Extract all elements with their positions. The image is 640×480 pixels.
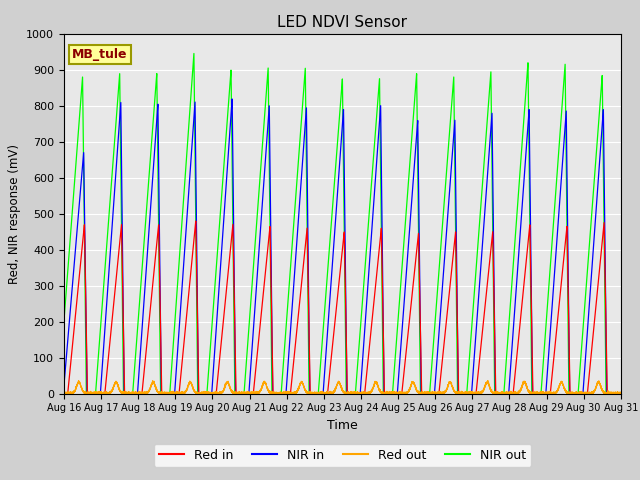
Line: NIR in: NIR in [64, 99, 621, 394]
NIR in [228, 96, 236, 102]
NIR out [83, 391, 90, 396]
Title: LED NDVI Sensor: LED NDVI Sensor [277, 15, 408, 30]
NIR out [93, 367, 101, 372]
NIR in [63, 352, 70, 358]
Red out [93, 390, 101, 396]
NIR in [332, 207, 340, 213]
Red out [617, 390, 625, 396]
NIR out [332, 156, 340, 161]
X-axis label: Time: Time [327, 419, 358, 432]
Red in [83, 372, 91, 378]
Red out [60, 390, 68, 396]
NIR out [170, 343, 177, 348]
Text: MB_tule: MB_tule [72, 48, 128, 61]
Red out [83, 390, 91, 396]
Legend: Red in, NIR in, Red out, NIR out: Red in, NIR in, Red out, NIR out [154, 444, 531, 467]
Red out [588, 390, 595, 396]
Red in [588, 350, 595, 356]
Red in [170, 391, 177, 396]
NIR out [63, 285, 70, 290]
Red in [192, 218, 200, 224]
Red in [93, 391, 101, 396]
Red in [60, 391, 68, 396]
Red in [617, 391, 625, 396]
Red in [332, 306, 340, 312]
NIR in [170, 391, 177, 396]
Red in [63, 391, 70, 396]
NIR in [617, 391, 625, 396]
NIR out [60, 318, 68, 324]
Line: Red out: Red out [64, 381, 621, 394]
Line: Red in: Red in [64, 221, 621, 394]
NIR in [60, 382, 68, 388]
Red out [332, 384, 340, 390]
Red out [174, 391, 182, 396]
NIR in [588, 273, 595, 278]
NIR out [83, 391, 91, 396]
NIR out [617, 391, 625, 396]
NIR in [83, 391, 91, 396]
Line: NIR out: NIR out [64, 53, 621, 394]
NIR out [190, 50, 198, 56]
NIR out [588, 216, 595, 221]
NIR in [83, 391, 91, 396]
NIR in [93, 391, 101, 396]
Y-axis label: Red, NIR response (mV): Red, NIR response (mV) [8, 144, 20, 284]
Red out [170, 391, 177, 396]
Red out [63, 390, 70, 396]
Red out [75, 378, 83, 384]
